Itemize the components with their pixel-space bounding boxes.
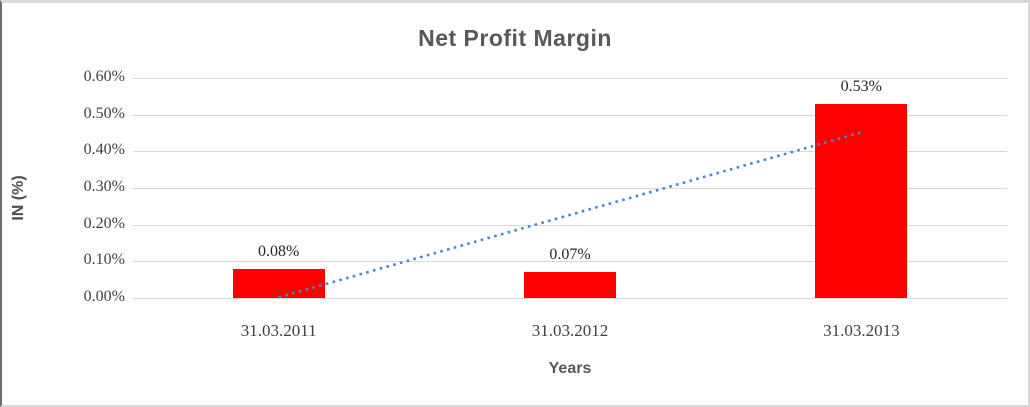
- chart-title: Net Profit Margin: [418, 25, 612, 51]
- x-tick-label: 31.03.2011: [240, 321, 317, 340]
- gridline: [133, 224, 1007, 226]
- bar: [524, 272, 616, 298]
- gridline: [133, 78, 1007, 79]
- gridline: [133, 261, 1007, 263]
- y-tick-label: 0.10%: [83, 251, 125, 269]
- y-tick-label: 0.00%: [83, 288, 125, 305]
- trendline: [278, 131, 862, 299]
- y-tick-label: 0.20%: [83, 214, 125, 232]
- gridline: [133, 151, 1007, 153]
- gridline: [133, 298, 1007, 299]
- plot-area: [133, 78, 1007, 299]
- y-tick-label: 0.50%: [83, 104, 125, 122]
- bar-data-label: 0.08%: [257, 242, 300, 260]
- y-tick-label: 0.40%: [83, 141, 125, 159]
- bar: [232, 268, 325, 298]
- x-tick-label: 31.03.2013: [823, 321, 900, 340]
- y-tick-label: 0.60%: [83, 68, 125, 85]
- y-axis-title: IN (%): [10, 175, 27, 221]
- gridline: [133, 114, 1007, 116]
- bar-data-label: 0.07%: [549, 246, 591, 264]
- gridline: [133, 188, 1007, 189]
- bar: [815, 103, 908, 298]
- y-tick-label: 0.30%: [83, 178, 125, 195]
- x-axis-title: Years: [548, 360, 592, 377]
- x-tick-label: 31.03.2012: [531, 321, 609, 340]
- bar-data-label: 0.53%: [840, 77, 882, 95]
